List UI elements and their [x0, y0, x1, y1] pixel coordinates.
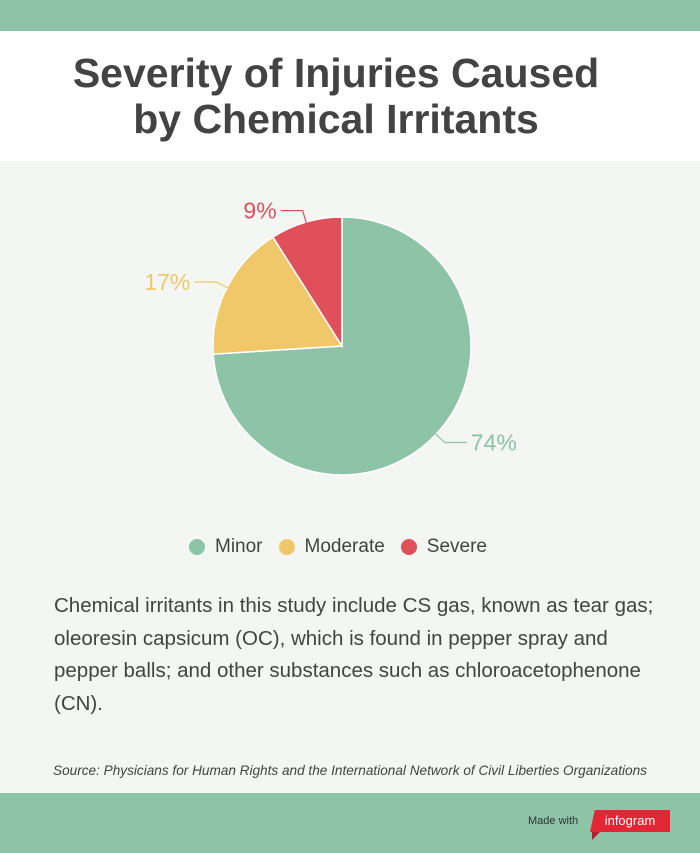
bottom-bar	[0, 793, 700, 853]
legend-item-minor[interactable]: Minor	[189, 536, 263, 558]
legend: Minor Moderate Severe	[0, 536, 676, 558]
data-label-minor: 74%	[471, 430, 517, 456]
made-with-text: Made with	[528, 815, 579, 827]
chart-title-line-2: by Chemical Irritants	[133, 96, 539, 142]
legend-item-severe[interactable]: Severe	[400, 536, 487, 558]
legend-item-moderate[interactable]: Moderate	[278, 536, 385, 558]
source-note: Source: Physicians for Human Rights and …	[53, 763, 647, 778]
chart-title-line-1: Severity of Injuries Caused	[72, 50, 600, 96]
legend-dot-icon	[189, 539, 205, 555]
pie-chart: 74% 17% 9%	[144, 198, 517, 476]
leader-line-moderate	[194, 281, 231, 290]
legend-label: Moderate	[304, 536, 385, 557]
brand-tail	[592, 830, 602, 840]
title-box	[0, 31, 700, 161]
infogram-logo-link[interactable]: infogram	[590, 810, 670, 832]
top-bar	[0, 0, 700, 31]
leader-line-minor	[432, 431, 467, 444]
legend-dot-icon	[278, 539, 295, 555]
chart-title: Severity of Injuries Caused by Chemical …	[0, 50, 672, 142]
data-label-moderate: 17%	[144, 269, 190, 295]
legend-label: Minor	[215, 536, 263, 557]
leader-line-severe	[280, 209, 308, 227]
description: Chemical irritants in this study include…	[54, 594, 654, 715]
legend-label: Severe	[426, 536, 487, 557]
data-label-severe: 9%	[243, 198, 276, 224]
legend-dot-icon	[400, 539, 417, 555]
